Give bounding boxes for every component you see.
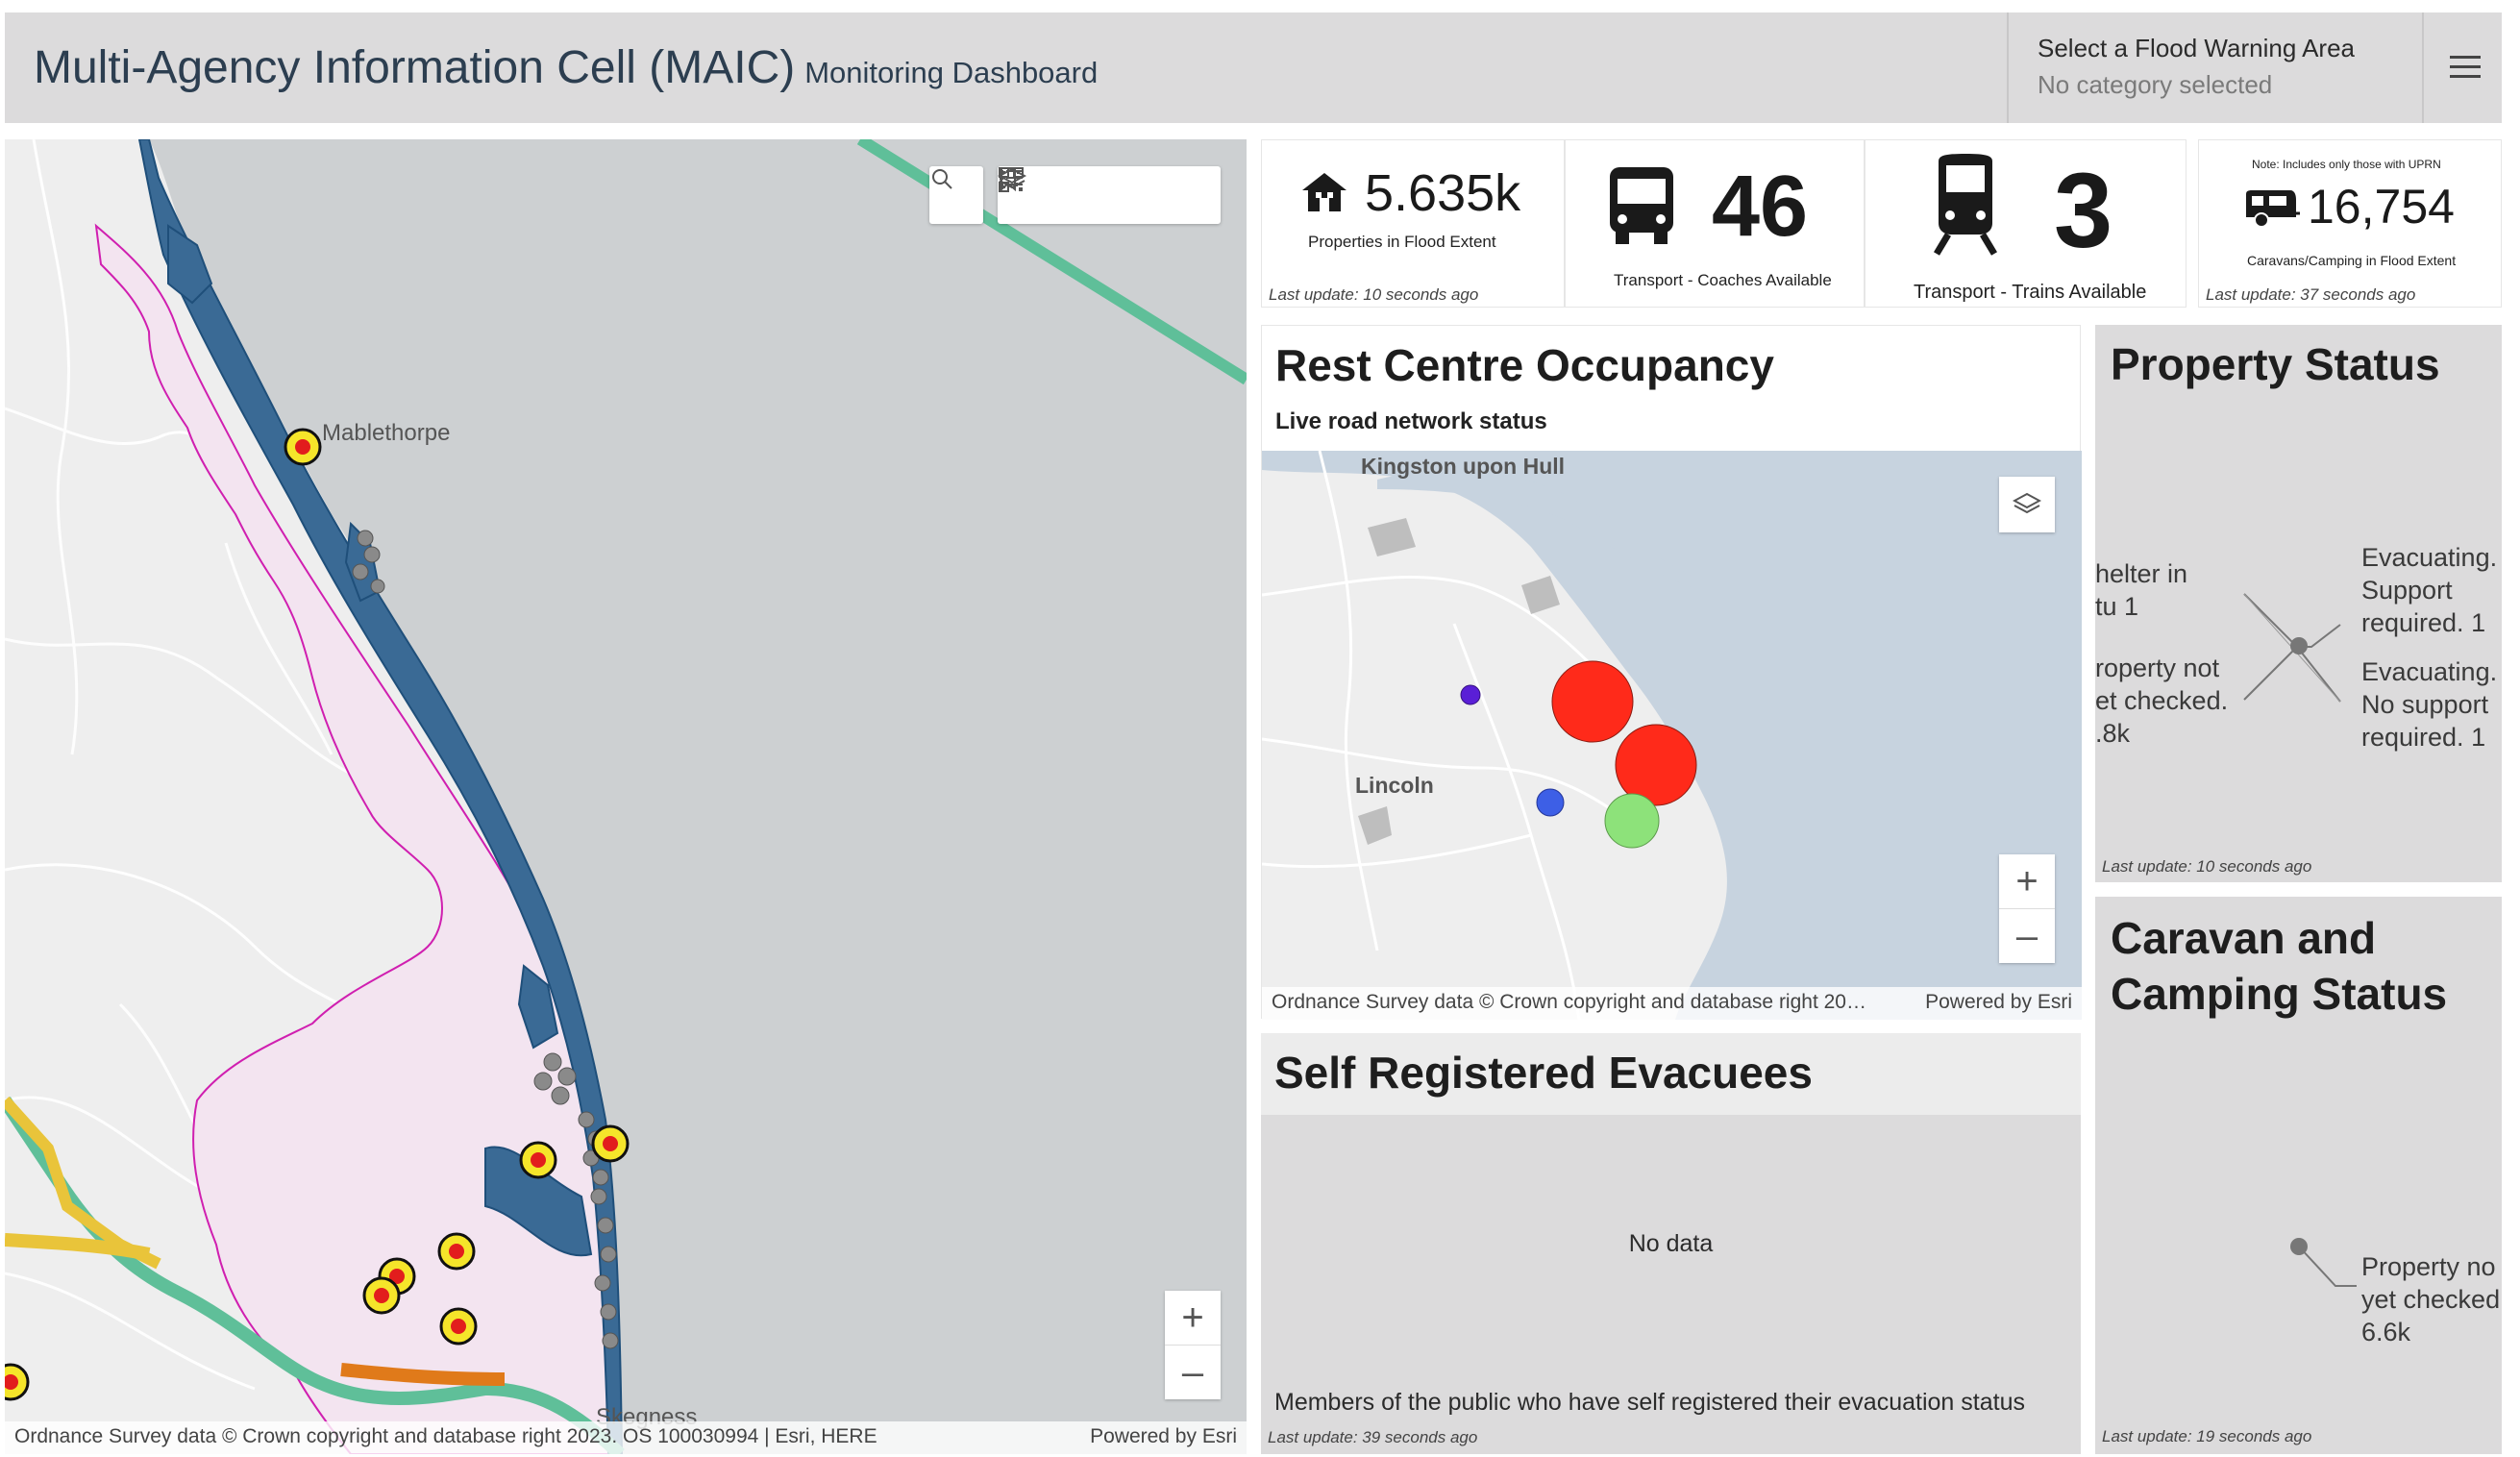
rest-centre-map[interactable]: Kingston upon Hull Lincoln + – Ordnance … <box>1262 451 2082 1020</box>
caravan-status-last-update: Last update: 19 seconds ago <box>2102 1427 2312 1445</box>
flood-map-canvas[interactable]: Mablethorpe Skegness <box>5 139 1247 1454</box>
zoom-in-button[interactable]: + <box>2015 859 2038 902</box>
house-icon <box>1302 173 1346 211</box>
qr-code-icon[interactable] <box>999 166 1213 224</box>
property-status-label-evac-no-support: Evacuating. No support required. 1 <box>2361 657 2498 752</box>
rest-centre-marker-low[interactable] <box>1604 793 1660 849</box>
flood-area-selector-label[interactable]: Select a Flood Warning Area <box>2038 34 2355 62</box>
property-status-panel: Property Status helter in tu 1 roperty n… <box>2095 325 2502 882</box>
zoom-out-button[interactable]: – <box>1999 908 2055 963</box>
warning-marker <box>284 428 322 466</box>
rest-centre-title: Rest Centre Occupancy <box>1275 340 1774 390</box>
map-widget-toolbar <box>998 166 1221 224</box>
kpi-trains-card: 3 Transport - Trains Available <box>1865 139 2186 308</box>
dashboard-header: Multi-Agency Information Cell (MAIC) Moni… <box>5 12 2502 123</box>
attribution-text: Ordnance Survey data © Crown copyright a… <box>14 1425 877 1447</box>
kpi-trains-label: Transport - Trains Available <box>1914 282 2147 303</box>
kpi-properties-last-update: Last update: 10 seconds ago <box>1269 285 1479 304</box>
hamburger-menu-icon[interactable] <box>2446 49 2484 87</box>
train-icon <box>1933 154 1998 256</box>
caravan-status-title-line1: Caravan and <box>2111 913 2377 963</box>
powered-by-esri-link[interactable]: Powered by Esri <box>1090 1425 1237 1447</box>
rest-centre-marker-high[interactable] <box>1551 660 1634 743</box>
kpi-caravans-value: 16,754 <box>2308 180 2455 234</box>
zoom-out-button[interactable]: – <box>1165 1345 1221 1399</box>
property-status-title: Property Status <box>2111 339 2440 389</box>
map-attribution: Ordnance Survey data © Crown copyright a… <box>5 1421 1247 1454</box>
dashboard-title: Multi-Agency Information Cell (MAIC) Moni… <box>34 41 1098 94</box>
caravan-status-pie-point[interactable] <box>2290 1238 2308 1255</box>
map-search-toolbar <box>929 166 983 224</box>
kpi-properties-label: Properties in Flood Extent <box>1308 233 1496 251</box>
property-status-chart <box>2243 593 2341 703</box>
caravan-status-panel: Caravan and Camping Status Property no y… <box>2095 897 2502 1454</box>
property-status-pie-point[interactable] <box>2290 637 2308 654</box>
rest-centre-panel: Rest Centre Occupancy Live road network … <box>1261 325 2082 1020</box>
rest-centre-zoom-controls: + – <box>1999 854 2055 963</box>
caravan-status-label: Property no yet checked 6.6k <box>2361 1252 2501 1346</box>
zoom-in-button[interactable]: + <box>1181 1296 1204 1339</box>
kpi-caravans-label: Caravans/Camping in Flood Extent <box>2247 253 2457 268</box>
kpi-caravans-card: Note: Includes only those with UPRN 16,7… <box>2198 139 2502 308</box>
rest-centre-attribution: Ordnance Survey data © Crown copyright a… <box>1262 987 2082 1020</box>
app-title: Multi-Agency Information Cell (MAIC) <box>34 42 796 93</box>
warning-marker <box>439 1307 478 1346</box>
place-label-lincoln: Lincoln <box>1355 773 1434 798</box>
property-status-label-not-checked: roperty not et checked. .8k <box>2095 654 2229 748</box>
layers-icon[interactable] <box>1999 477 2055 532</box>
self-registered-title: Self Registered Evacuees <box>1274 1048 1813 1098</box>
self-registered-header <box>1261 1033 2081 1115</box>
self-registered-panel: Self Registered Evacuees No data Members… <box>1261 1033 2081 1454</box>
kpi-trains-value: 3 <box>2054 152 2113 270</box>
search-icon[interactable] <box>929 166 983 224</box>
caravan-icon <box>2246 190 2300 228</box>
property-status-label-evac-support: Evacuating. Support required. 1 <box>2361 543 2498 637</box>
attribution-text: Ordnance Survey data © Crown copyright a… <box>1272 991 1866 1013</box>
self-registered-description: Members of the public who have self regi… <box>1274 1389 2025 1416</box>
rest-centre-marker-blue[interactable] <box>1536 788 1565 817</box>
flood-area-selector-value[interactable]: No category selected <box>2038 70 2273 99</box>
warning-marker <box>5 1363 30 1401</box>
powered-by-esri-link[interactable]: Powered by Esri <box>1925 991 2072 1013</box>
warning-marker <box>362 1276 401 1315</box>
rest-centre-marker-high[interactable] <box>1615 724 1697 806</box>
warning-marker <box>437 1232 476 1271</box>
header-divider <box>2422 12 2424 123</box>
self-registered-no-data: No data <box>1628 1230 1714 1257</box>
property-status-last-update: Last update: 10 seconds ago <box>2102 857 2312 876</box>
map-zoom-controls: + – <box>1165 1291 1221 1399</box>
kpi-coaches-label: Transport - Coaches Available <box>1614 271 1832 289</box>
caravan-status-title: Caravan and Camping Status <box>2111 910 2447 1022</box>
rest-centre-map-canvas[interactable]: Kingston upon Hull Lincoln <box>1262 451 2082 1020</box>
legend-list-icon[interactable] <box>1000 166 1105 224</box>
property-status-label-shelter: helter in tu 1 <box>2095 559 2188 621</box>
self-registered-last-update: Last update: 39 seconds ago <box>1268 1428 1478 1446</box>
place-label-mablethorpe: Mablethorpe <box>322 420 450 446</box>
rest-centre-subtitle: Live road network status <box>1275 408 1547 434</box>
kpi-coaches-value: 46 <box>1712 159 1809 255</box>
kpi-properties-value: 5.635k <box>1365 164 1521 222</box>
bus-icon <box>1610 167 1673 244</box>
app-subtitle: Monitoring Dashboard <box>804 56 1099 89</box>
kpi-caravans-last-update: Last update: 37 seconds ago <box>2206 285 2416 304</box>
caravan-status-chart <box>2290 1238 2357 1287</box>
place-label-hull: Kingston upon Hull <box>1361 454 1565 479</box>
header-divider <box>2007 12 2009 123</box>
kpi-coaches-card: 46 Transport - Coaches Available <box>1565 139 1865 308</box>
caravan-status-title-line2: Camping Status <box>2111 969 2448 1019</box>
layers-icon[interactable] <box>998 166 1159 224</box>
rest-centre-marker-purple[interactable] <box>1460 684 1481 705</box>
kpi-properties-card: 5.635k Properties in Flood Extent Last u… <box>1261 139 1565 308</box>
warning-marker <box>591 1124 630 1163</box>
flood-map[interactable]: Mablethorpe Skegness + – Ordnance Survey… <box>5 139 1247 1454</box>
warning-marker <box>519 1141 557 1179</box>
kpi-caravans-note: Note: Includes only those with UPRN <box>2252 158 2441 171</box>
